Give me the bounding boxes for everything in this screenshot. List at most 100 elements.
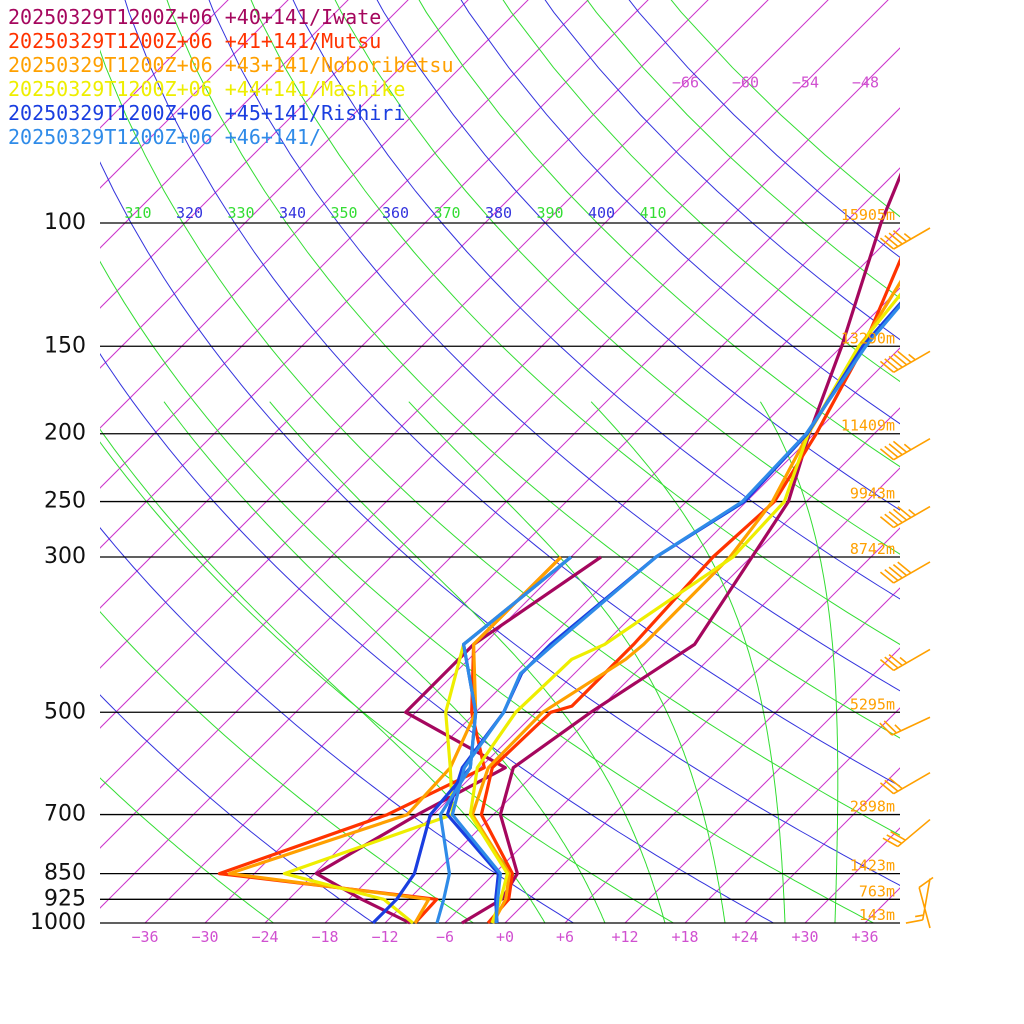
temp-tick-label: +0 bbox=[496, 928, 514, 946]
temperature-line bbox=[470, 279, 900, 924]
wind-barb bbox=[879, 350, 931, 373]
wind-barb-half-feather bbox=[915, 914, 924, 918]
legend: 20250329T1200Z+06 +40+141/Iwate20250329T… bbox=[8, 5, 454, 149]
isotherm-line bbox=[144, 167, 900, 924]
wind-barb-feather bbox=[884, 513, 899, 526]
isotherm-line bbox=[204, 227, 900, 924]
isotherm-line bbox=[100, 0, 649, 549]
wind-barb-shaft bbox=[893, 648, 931, 672]
wind-barb-shaft bbox=[893, 772, 931, 795]
wind-barb-shaft bbox=[921, 878, 931, 921]
wind-barb-half-feather bbox=[903, 443, 912, 451]
isotherm-line bbox=[684, 707, 900, 924]
height-label: 1423m bbox=[850, 857, 895, 875]
height-label: 9943m bbox=[850, 485, 895, 503]
isotherm-line bbox=[100, 0, 349, 249]
dry-adiabat-line bbox=[100, 694, 374, 924]
pressure-label: 500 bbox=[44, 699, 86, 724]
wind-barb-shaft bbox=[893, 505, 931, 529]
wind-barb bbox=[918, 876, 934, 929]
temp-tick-label: +6 bbox=[556, 928, 574, 946]
isotherm-line bbox=[100, 0, 829, 729]
wind-barb-shaft bbox=[893, 438, 931, 461]
wind-barb-shaft bbox=[918, 887, 931, 929]
height-label: 2898m bbox=[850, 798, 895, 816]
temp-tick-label: −6 bbox=[436, 928, 454, 946]
wind-barb-feather bbox=[879, 722, 893, 736]
wind-barb-feather bbox=[884, 779, 899, 792]
wind-barb-feather bbox=[879, 360, 895, 373]
pressure-label: 925 bbox=[44, 886, 86, 911]
wind-barb-feather bbox=[888, 511, 903, 524]
wind-barb-feather bbox=[888, 355, 903, 368]
wind-barb-shaft bbox=[893, 227, 931, 250]
temp-tick-label: +12 bbox=[611, 928, 638, 946]
moist-adiabat-line bbox=[759, 401, 839, 923]
wind-barb-feather bbox=[886, 834, 903, 845]
dry-adiabat-line bbox=[250, 0, 900, 646]
wind-barb-shaft bbox=[891, 716, 931, 736]
pressure-label: 150 bbox=[44, 333, 86, 358]
isotherm-line bbox=[100, 47, 900, 849]
upper-temp-label: −66 bbox=[672, 74, 699, 92]
wind-barb-feather bbox=[879, 448, 895, 461]
wind-barb-feather bbox=[879, 571, 895, 584]
isotherm-line bbox=[985, 0, 1024, 923]
wind-barb-feather bbox=[884, 358, 899, 371]
temp-tick-label: −36 bbox=[131, 928, 158, 946]
wind-barb-half-feather bbox=[903, 232, 912, 240]
wind-barb-feather bbox=[879, 237, 895, 250]
wind-barb bbox=[879, 561, 931, 584]
isotherm-line bbox=[100, 0, 469, 369]
dewpoint-line bbox=[227, 555, 563, 924]
isotherm-line bbox=[925, 0, 1024, 923]
legend-entry: 20250329T1200Z+06 +44+141/Mashike bbox=[8, 77, 405, 101]
wind-barb-feather bbox=[892, 230, 908, 243]
wind-barb bbox=[879, 227, 931, 250]
temp-tick-label: −12 bbox=[371, 928, 398, 946]
theta-label: 330 bbox=[227, 204, 254, 222]
temperature-line bbox=[450, 303, 900, 924]
wind-barb-feather bbox=[892, 564, 908, 577]
dry-adiabat-line bbox=[586, 0, 900, 299]
temperature-line bbox=[479, 256, 900, 925]
pressure-label: 700 bbox=[44, 802, 86, 827]
wind-barb-half-feather bbox=[894, 724, 902, 732]
theta-label: 410 bbox=[639, 204, 666, 222]
wind-barb-half-feather bbox=[908, 509, 916, 516]
wind-barb-half-feather bbox=[908, 353, 916, 361]
theta-label: 340 bbox=[279, 204, 306, 222]
dry-adiabat-line bbox=[334, 0, 900, 555]
legend-entry: 20250329T1200Z+06 +43+141/Noboribetsu bbox=[8, 53, 454, 77]
temp-tick-label: +24 bbox=[731, 928, 758, 946]
theta-label: 390 bbox=[536, 204, 563, 222]
isotherm-line bbox=[100, 107, 900, 909]
height-label: 8742m bbox=[850, 540, 895, 558]
moist-adiabat-line bbox=[590, 401, 786, 924]
wind-barb-feather bbox=[879, 782, 895, 795]
wind-barb-feather bbox=[879, 516, 895, 529]
theta-label: 350 bbox=[330, 204, 357, 222]
wind-barb bbox=[879, 772, 931, 795]
moist-adiabat-line bbox=[269, 401, 666, 924]
dry-adiabat-line bbox=[100, 526, 574, 924]
isotherm-line bbox=[384, 407, 900, 924]
dry-adiabat-line bbox=[502, 0, 900, 383]
wind-barbs bbox=[879, 227, 934, 929]
isotherm-line bbox=[100, 0, 229, 129]
theta-label: 310 bbox=[124, 204, 151, 222]
wind-barb-feather bbox=[884, 235, 899, 248]
isotherm-line bbox=[100, 0, 289, 189]
theta-label: 370 bbox=[433, 204, 460, 222]
height-label: 15905m bbox=[841, 206, 895, 224]
wind-barb-feather bbox=[888, 232, 903, 245]
wind-barb-feather bbox=[888, 653, 903, 667]
isotherm-line bbox=[624, 647, 900, 924]
dry-adiabat-line bbox=[100, 610, 474, 924]
wind-barb-feather bbox=[882, 837, 899, 848]
wind-barb-feather bbox=[884, 656, 899, 669]
temperature-line bbox=[461, 172, 900, 925]
wind-barb-feather bbox=[884, 445, 899, 458]
dry-adiabat-line bbox=[100, 441, 674, 924]
